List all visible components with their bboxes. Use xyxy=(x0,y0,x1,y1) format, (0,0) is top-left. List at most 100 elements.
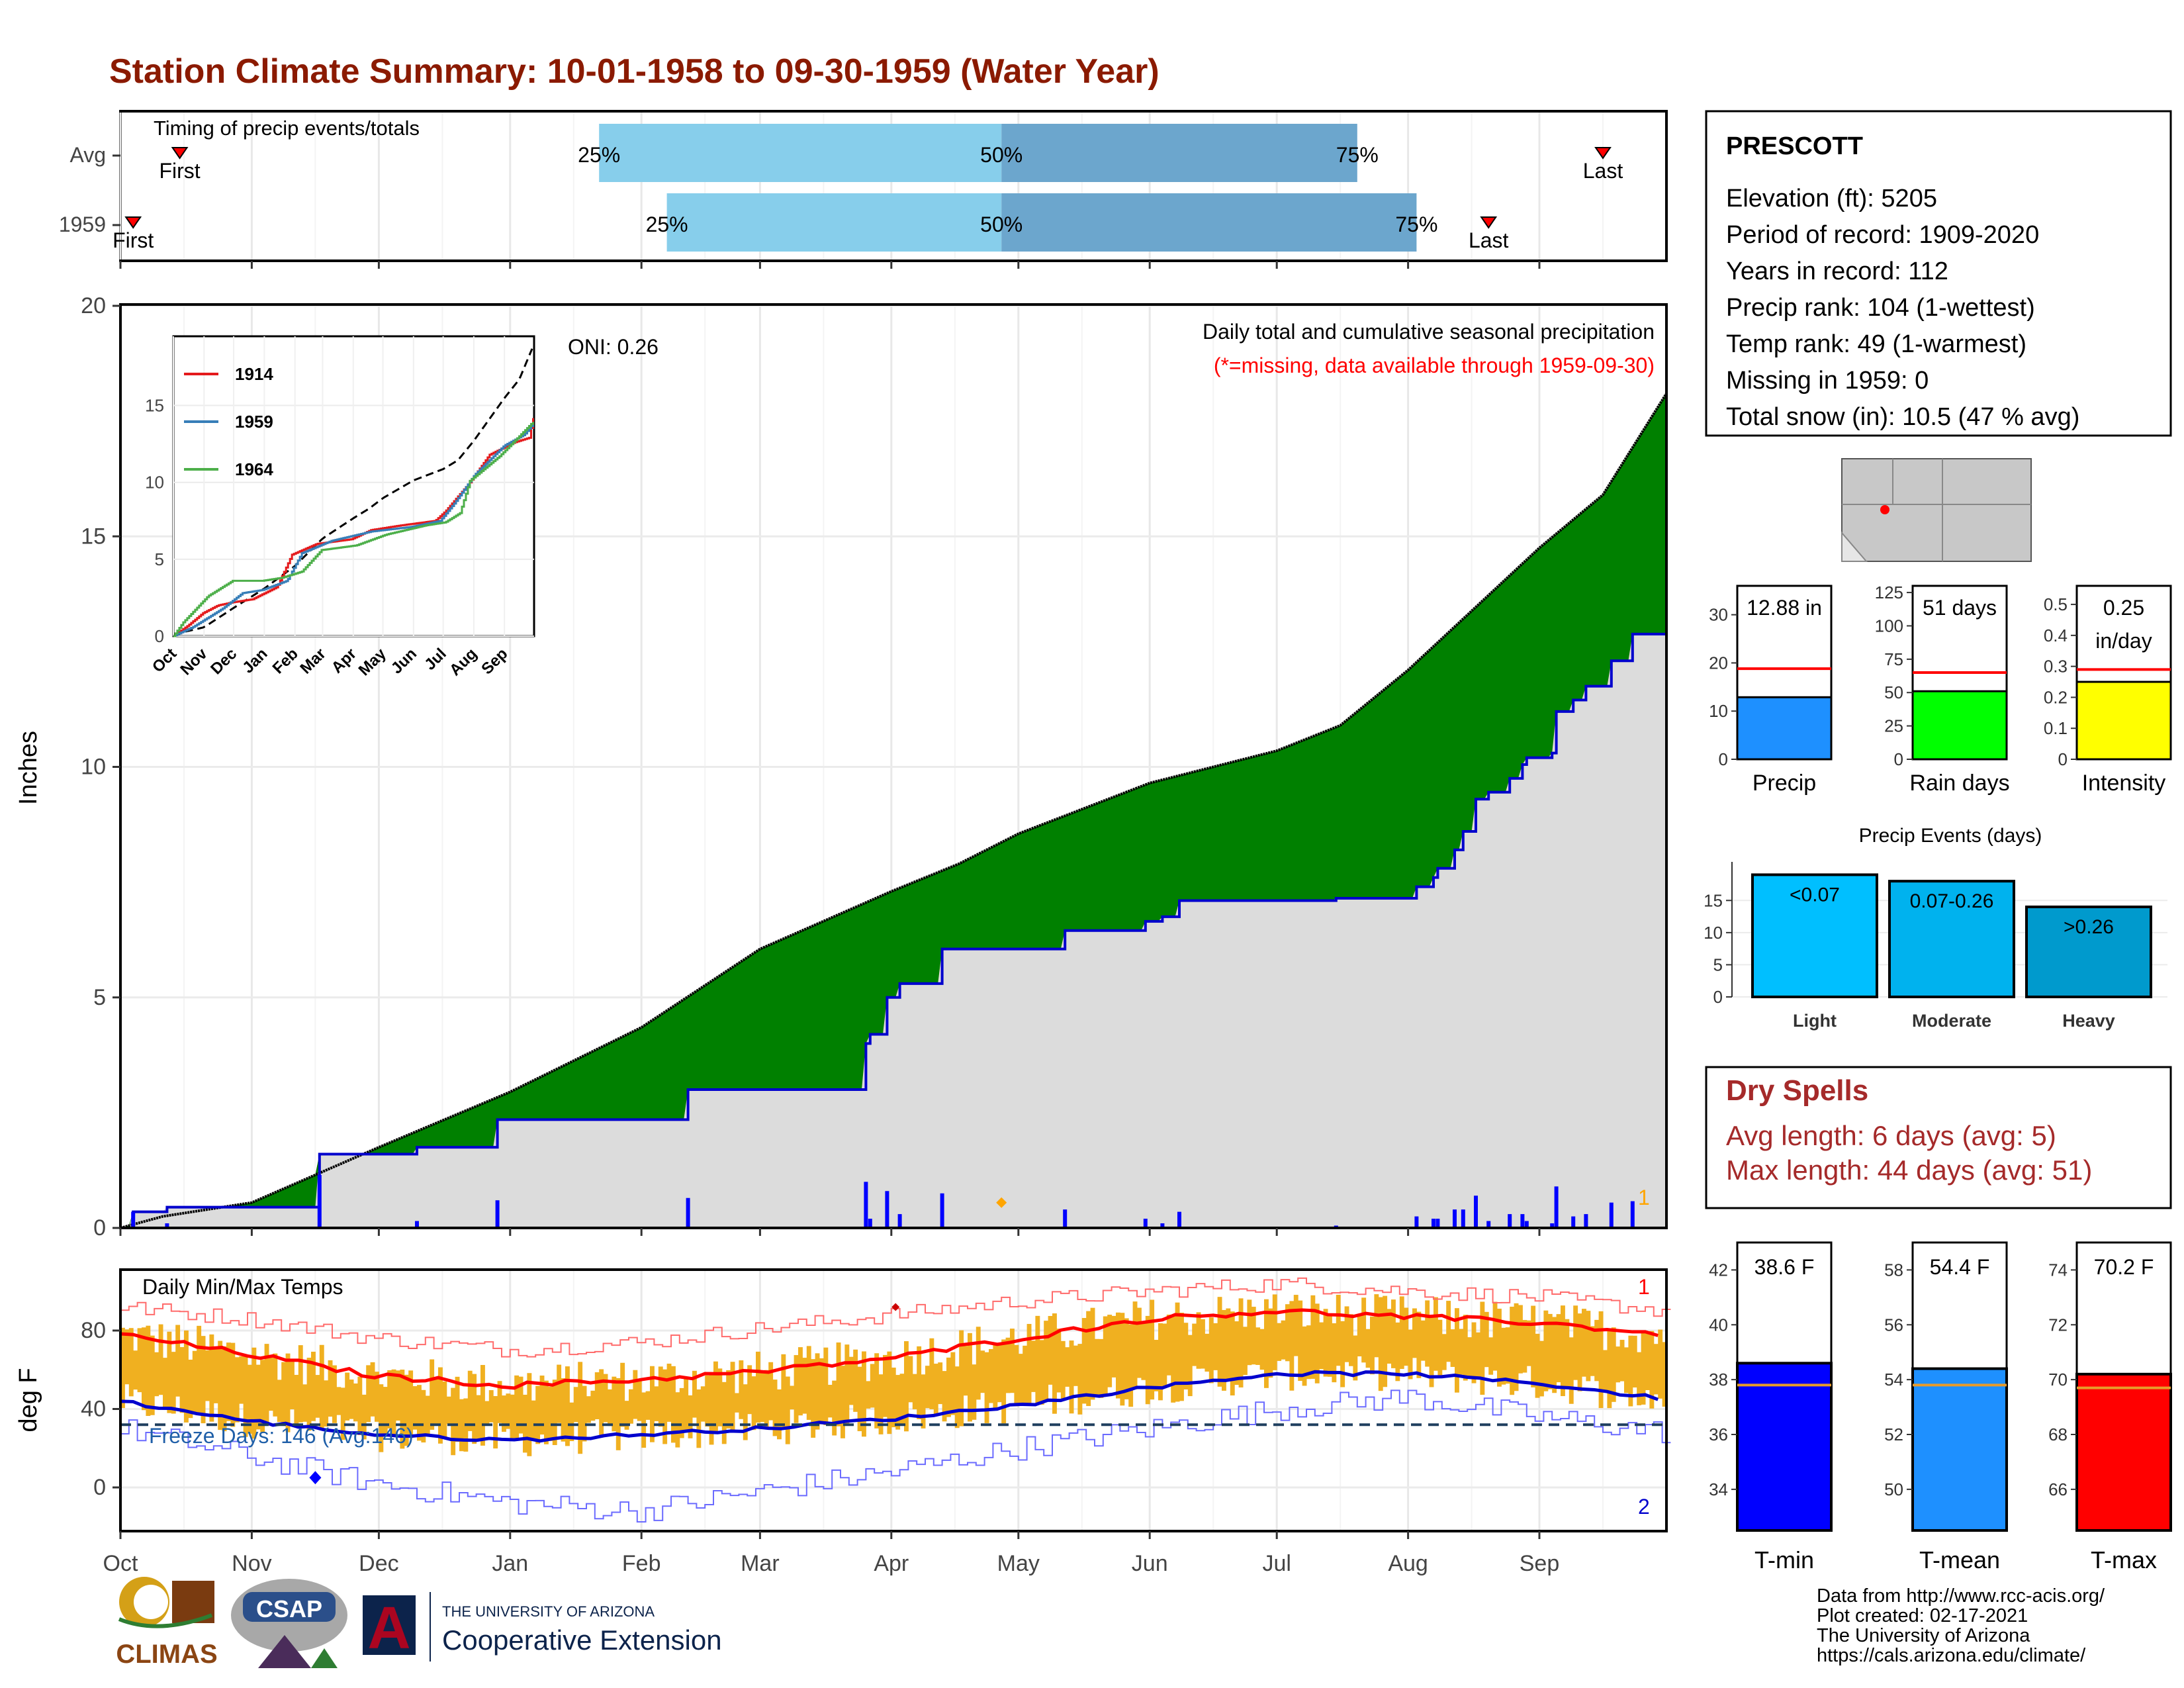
temp-panel: Daily Min/Max Temps Freeze Days: 146 (Av… xyxy=(15,1268,1671,1532)
daily-temp-bar xyxy=(539,1376,545,1435)
daily-temp-bar xyxy=(340,1387,345,1440)
daily-temp-bar xyxy=(171,1352,176,1414)
daily-temp-bar xyxy=(1632,1335,1637,1388)
daily-temp-bar xyxy=(277,1380,282,1423)
event-bar xyxy=(1888,880,2015,998)
daily-precip-bar xyxy=(1520,1214,1525,1228)
daily-temp-bar xyxy=(1065,1347,1070,1387)
daily-temp-bar xyxy=(1268,1308,1273,1378)
daily-temp-bar xyxy=(1031,1340,1036,1392)
daily-temp-bar xyxy=(1095,1338,1099,1397)
daily-temp-bar xyxy=(1217,1297,1222,1387)
temp-bar-label: T-max xyxy=(2091,1546,2157,1573)
month-label: Nov xyxy=(232,1551,271,1576)
daily-temp-bar xyxy=(836,1342,841,1427)
daily-temp-bar xyxy=(1293,1295,1298,1356)
daily-precip-bar xyxy=(1177,1211,1181,1228)
daily-temp-bar xyxy=(1492,1301,1498,1371)
daily-temp-bar xyxy=(234,1357,240,1423)
daily-temp-bar xyxy=(396,1370,400,1421)
daily-temp-bar xyxy=(1247,1299,1252,1366)
temp-bar-tick-label: 74 xyxy=(2048,1260,2068,1280)
daily-temp-bar xyxy=(705,1375,710,1427)
daily-temp-bar xyxy=(976,1327,981,1400)
month-label: Feb xyxy=(622,1551,661,1576)
event-bar-label: 0.07-0.26 xyxy=(1910,890,1994,912)
inset-y-tick-label: 10 xyxy=(145,473,164,492)
daily-temp-bar xyxy=(1370,1316,1375,1375)
daily-temp-bar xyxy=(370,1362,375,1417)
daily-temp-bar xyxy=(684,1378,689,1433)
daily-temp-bar xyxy=(1073,1345,1078,1386)
station-name: PRESCOTT xyxy=(1726,132,1863,160)
inset-legend-label: 1914 xyxy=(235,364,273,384)
daily-temp-bar xyxy=(328,1360,333,1417)
daily-temp-bar xyxy=(569,1402,574,1442)
daily-temp-bar xyxy=(1615,1346,1621,1383)
daily-temp-bar xyxy=(790,1385,795,1410)
daily-temp-bar xyxy=(1226,1308,1231,1380)
daily-temp-bar xyxy=(1132,1301,1138,1389)
daily-temp-bar xyxy=(1026,1324,1032,1405)
daily-temp-bar xyxy=(582,1385,587,1442)
daily-temp-bar xyxy=(133,1350,138,1390)
daily-precip-bar xyxy=(1414,1216,1419,1228)
daily-temp-bar xyxy=(1314,1303,1320,1383)
daily-temp-bar xyxy=(1306,1325,1311,1380)
daily-temp-bar xyxy=(197,1325,202,1415)
daily-temp-bar xyxy=(1171,1316,1176,1403)
daily-temp-bar xyxy=(1441,1334,1447,1370)
daily-temp-bar xyxy=(573,1387,578,1423)
daily-temp-bar xyxy=(1255,1327,1261,1366)
daily-temp-bar xyxy=(1277,1323,1282,1361)
daily-temp-bar xyxy=(319,1344,324,1429)
temp-bar-value xyxy=(1736,1362,1833,1532)
daily-temp-bar xyxy=(925,1366,930,1409)
daily-temp-bar xyxy=(264,1344,269,1424)
summary-bar-tick-label: 0.1 xyxy=(2044,718,2068,738)
daily-temp-bar xyxy=(1446,1301,1451,1362)
timing-q50-label: 50% xyxy=(980,143,1023,167)
daily-temp-bar xyxy=(700,1386,705,1422)
daily-temp-bar xyxy=(1628,1335,1633,1407)
daily-temp-bar xyxy=(1272,1294,1277,1370)
daily-temp-bar xyxy=(1035,1315,1040,1403)
daily-precip-bar xyxy=(165,1223,169,1228)
daily-temp-bar xyxy=(844,1344,850,1425)
daily-temp-bar xyxy=(1120,1313,1125,1406)
daily-temp-bar xyxy=(315,1375,320,1418)
daily-precip-bar xyxy=(1630,1201,1635,1228)
daily-temp-bar xyxy=(1044,1321,1049,1400)
daily-temp-bar xyxy=(255,1364,261,1430)
daily-temp-bar xyxy=(679,1387,684,1438)
temp-bar-tick-label: 66 xyxy=(2048,1479,2068,1499)
daily-temp-bar xyxy=(1349,1314,1353,1366)
daily-temp-bar xyxy=(1137,1307,1142,1378)
daily-temp-bar xyxy=(709,1372,714,1445)
footer-line: Data from http://www.rcc-acis.org/ xyxy=(1817,1585,2105,1607)
daily-temp-bar xyxy=(1531,1305,1536,1387)
temp-mark-top: 1 xyxy=(1638,1275,1650,1299)
footer-line: Plot created: 02-17-2021 xyxy=(1817,1605,2028,1626)
daily-temp-bar xyxy=(497,1381,502,1423)
daily-temp-bar xyxy=(124,1329,130,1385)
first-event-marker xyxy=(171,147,189,160)
precip-y-axis-label: Inches xyxy=(15,731,42,805)
daily-temp-bar xyxy=(984,1352,989,1423)
month-label: Jul xyxy=(1262,1551,1291,1576)
daily-temp-bar xyxy=(1522,1320,1527,1373)
daily-temp-bar xyxy=(510,1394,515,1440)
precip-missing-note: (*=missing, data available through 1959-… xyxy=(1214,353,1655,377)
timing-bar-q50-q75 xyxy=(1001,193,1417,252)
daily-temp-bar xyxy=(1124,1318,1129,1399)
summary-bar-tick-label: 10 xyxy=(1709,701,1728,721)
daily-temp-bar xyxy=(1353,1335,1358,1381)
daily-temp-bar xyxy=(366,1365,371,1423)
inset-legend-label: 1964 xyxy=(235,459,273,479)
daily-temp-bar xyxy=(1467,1337,1473,1378)
daily-temp-bar xyxy=(1514,1303,1519,1391)
daily-temp-bar xyxy=(853,1349,858,1412)
daily-temp-bar xyxy=(1302,1326,1307,1386)
temp-bar-tick-label: 68 xyxy=(2048,1425,2068,1444)
